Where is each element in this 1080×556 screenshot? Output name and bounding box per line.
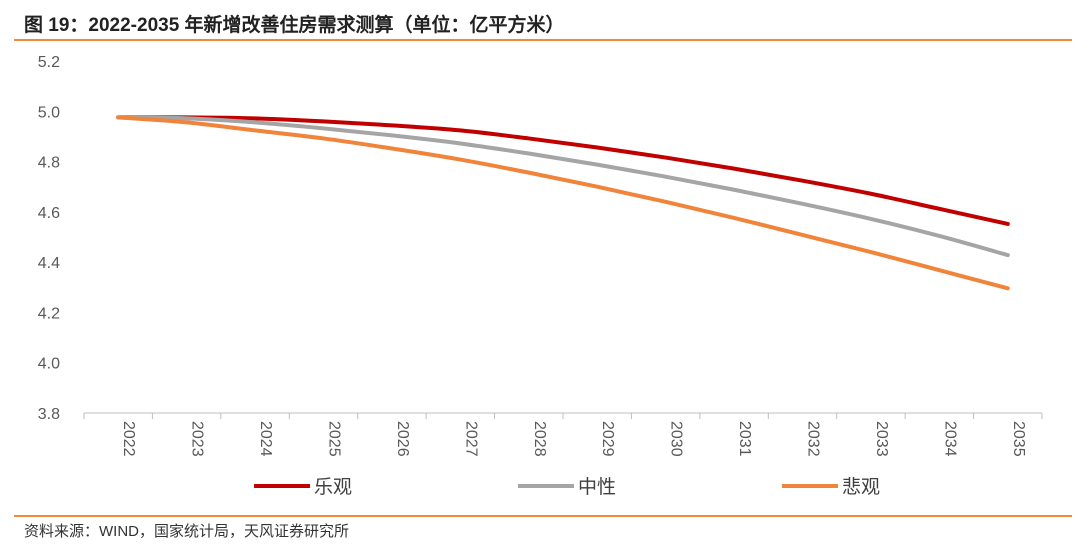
x-tick-label: 2031 [736,421,753,457]
series-line-悲观 [116,115,1010,291]
y-tick-label: 4.0 [38,356,60,373]
y-tick-label: 5.2 [38,54,60,71]
y-tick-label: 5.0 [38,104,60,121]
legend-label: 中性 [578,476,616,498]
y-tick-label: 3.8 [38,406,60,423]
x-tick-label: 2032 [805,421,822,457]
x-tick-label: 2025 [326,421,343,457]
x-tick-label: 2023 [189,421,206,457]
y-tick-label: 4.8 [38,155,60,172]
x-tick-label: 2033 [873,421,890,457]
y-tick-label: 4.6 [38,205,60,222]
series-line-中性 [116,115,1010,258]
x-tick-label: 2030 [668,421,685,457]
y-tick-label: 4.2 [38,305,60,322]
x-tick-label: 2034 [941,421,958,457]
x-tick-label: 2029 [599,421,616,457]
x-tick-label: 2035 [1010,421,1027,457]
legend-label: 乐观 [314,476,352,498]
x-tick-label: 2022 [120,421,137,457]
source-note: 资料来源：WIND，国家统计局，天风证券研究所 [24,523,349,540]
x-tick-label: 2024 [257,421,274,457]
footer-divider [14,515,1072,517]
series-line-乐观 [116,115,1010,226]
x-tick-label: 2026 [394,421,411,457]
x-tick-label: 2027 [462,421,479,457]
figure-title: 图 19：2022-2035 年新增改善住房需求测算（单位：亿平方米） [24,15,565,36]
y-tick-label: 4.4 [38,255,60,272]
x-tick-label: 2028 [531,421,548,457]
title-divider [14,39,1072,41]
legend-label: 悲观 [842,476,880,498]
